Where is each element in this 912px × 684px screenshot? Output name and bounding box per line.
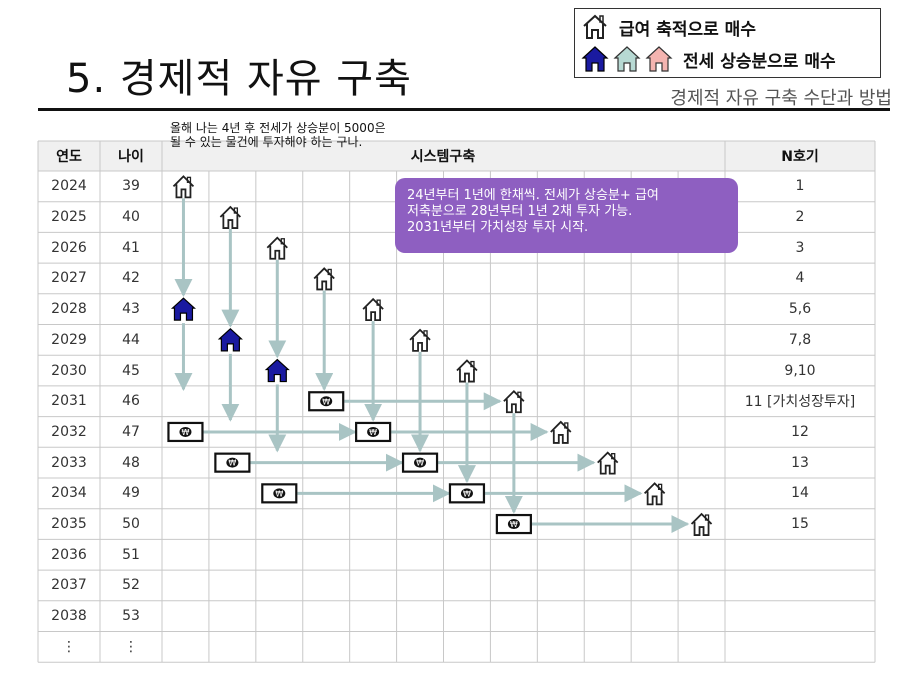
callout-line-2: 저축분으로 28년부터 1년 2채 투자 가능. xyxy=(407,204,633,219)
cell-age: 49 xyxy=(122,485,140,502)
cell-year: 2027 xyxy=(51,270,87,287)
table-header-bg xyxy=(38,141,875,171)
cell-age: 47 xyxy=(122,423,140,440)
legend-label-jeonse: 전세 상승분으로 매수 xyxy=(683,51,836,72)
won-symbol: ₩ xyxy=(275,489,283,498)
house-outline-icon xyxy=(172,175,195,199)
title-divider xyxy=(38,108,890,111)
cell-year: 2034 xyxy=(51,485,87,502)
cell-year: ⋮ xyxy=(62,638,76,655)
banknote-icon: ₩ xyxy=(214,452,251,473)
won-symbol: ₩ xyxy=(510,520,518,529)
header-system: 시스템구축 xyxy=(410,149,476,165)
banknote-icon: ₩ xyxy=(355,421,392,443)
cell-year: 2037 xyxy=(51,577,87,594)
cell-age: 45 xyxy=(122,362,140,379)
cell-year: 2028 xyxy=(51,301,87,318)
cell-year: 2033 xyxy=(51,454,87,471)
won-symbol: ₩ xyxy=(416,459,424,468)
cell-age: 41 xyxy=(122,239,140,256)
house-outline-icon xyxy=(456,359,478,383)
legend-label-salary: 급여 축적으로 매수 xyxy=(619,19,756,40)
banknote-icon: ₩ xyxy=(401,452,439,473)
cell-n: 13 xyxy=(791,454,809,471)
page-title: 5. 경제적 자유 구축 xyxy=(66,56,412,102)
cell-age: 44 xyxy=(122,331,140,348)
cell-year: 2025 xyxy=(51,209,87,226)
cell-age: 40 xyxy=(122,209,140,226)
won-symbol: ₩ xyxy=(463,489,471,498)
cell-n: 2 xyxy=(795,209,805,226)
house-filled-icon xyxy=(170,297,197,321)
house-outline-icon xyxy=(362,297,384,322)
legend-box: 급여 축적으로 매수 전세 상승분으로 매수 xyxy=(574,8,881,78)
cell-n: 15 xyxy=(791,516,809,533)
cell-age: 51 xyxy=(122,546,140,563)
banknote-icon: ₩ xyxy=(167,421,204,443)
callout-box: 24년부터 1년에 한채씩. 전세가 상승분+ 급여 저축분으로 28년부터 1… xyxy=(395,178,738,253)
house-outline-icon xyxy=(266,236,288,260)
cell-age: 48 xyxy=(122,454,140,471)
house-outline-icon xyxy=(583,14,607,39)
cell-age: 42 xyxy=(122,270,140,287)
house-outline-icon xyxy=(597,451,619,475)
legend-item-jeonse: 전세 상승분으로 매수 xyxy=(581,45,836,73)
cell-age: ⋮ xyxy=(124,638,138,655)
header-age: 나이 xyxy=(118,149,144,165)
house-filled-icon xyxy=(217,328,243,352)
banknote-icon: ₩ xyxy=(308,391,345,412)
house-filled-icon xyxy=(581,46,609,72)
page-subtitle: 경제적 자유 구축 수단과 방법 xyxy=(670,88,892,109)
house-teal-icon xyxy=(613,46,641,72)
won-symbol: ₩ xyxy=(369,428,377,437)
header-n: N호기 xyxy=(781,149,819,165)
cell-n: 11 [가치성장투자] xyxy=(744,394,856,411)
won-symbol: ₩ xyxy=(228,459,236,468)
won-symbol: ₩ xyxy=(181,428,189,437)
won-symbol: ₩ xyxy=(322,397,330,406)
cell-n: 9,10 xyxy=(784,362,816,379)
banknote-icon: ₩ xyxy=(495,513,532,535)
cell-age: 52 xyxy=(122,577,140,594)
banknote-icon: ₩ xyxy=(261,483,298,504)
cell-year: 2032 xyxy=(51,423,87,440)
cell-n: 3 xyxy=(795,239,805,256)
banknote-icon: ₩ xyxy=(448,483,486,504)
cell-age: 50 xyxy=(122,516,140,533)
house-pink-icon xyxy=(645,46,673,72)
house-outline-icon xyxy=(219,205,242,229)
cell-age: 43 xyxy=(122,301,140,318)
cell-n: 1 xyxy=(795,178,805,195)
legend-item-salary: 급여 축적으로 매수 xyxy=(581,13,756,41)
cell-age: 39 xyxy=(122,178,140,195)
header-year: 연도 xyxy=(56,149,82,165)
house-outline-icon xyxy=(409,328,431,352)
cell-year: 2029 xyxy=(51,331,87,348)
cell-n: 7,8 xyxy=(788,331,812,348)
note-text: 올해 나는 4년 후 전세가 상승분이 5000은 될 수 있는 물건에 투자해… xyxy=(170,121,386,149)
cell-year: 2031 xyxy=(51,393,87,410)
cell-n: 14 xyxy=(791,485,809,502)
house-filled-icon xyxy=(264,358,290,383)
house-outline-icon xyxy=(313,267,335,291)
cell-age: 46 xyxy=(122,393,140,410)
cell-age: 53 xyxy=(122,608,140,625)
cell-year: 2030 xyxy=(51,362,87,379)
cell-year: 2036 xyxy=(51,546,87,563)
cell-year: 2024 xyxy=(51,178,87,195)
cell-n: 12 xyxy=(791,423,809,440)
cell-n: 5,6 xyxy=(788,301,812,318)
cell-year: 2035 xyxy=(51,516,87,533)
callout-line-1: 24년부터 1년에 한채씩. 전세가 상승분+ 급여 xyxy=(407,188,659,203)
cell-year: 2026 xyxy=(51,239,87,256)
cell-n: 4 xyxy=(795,270,805,287)
house-outline-icon xyxy=(690,512,713,536)
house-outline-icon xyxy=(643,482,666,506)
cell-year: 2038 xyxy=(51,608,87,625)
house-outline-icon xyxy=(550,420,572,444)
house-outline-icon xyxy=(503,389,525,414)
callout-line-3: 2031년부터 가치성장 투자 시작. xyxy=(407,220,589,235)
